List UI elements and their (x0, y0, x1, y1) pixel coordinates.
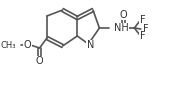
Text: O: O (24, 40, 31, 50)
Text: N: N (87, 40, 94, 50)
Text: O: O (120, 10, 127, 20)
Text: F: F (143, 24, 148, 34)
Text: F: F (140, 15, 145, 25)
Text: NH: NH (114, 23, 129, 33)
Text: F: F (140, 31, 145, 41)
Text: O: O (36, 56, 43, 66)
Text: CH₃: CH₃ (0, 41, 16, 50)
